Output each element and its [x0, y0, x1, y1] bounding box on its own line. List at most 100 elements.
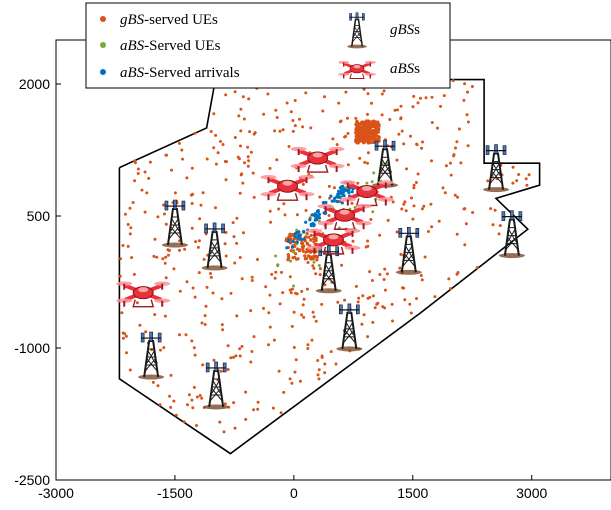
gbs-ue-point: [364, 120, 368, 124]
gbs-ue-point: [178, 333, 181, 337]
gbs-ue-point: [456, 271, 460, 274]
gbs-ue-point: [246, 164, 250, 168]
gbs-ue-point: [153, 237, 157, 241]
gbs-ue-point: [362, 87, 366, 91]
abs-arrival-point: [286, 239, 291, 243]
gbs-ue-point: [220, 323, 224, 327]
gbs-ue-point: [191, 406, 195, 410]
gbs-ue-point: [311, 310, 315, 314]
gbs-ue-point: [370, 124, 374, 128]
gbs-ue-point: [291, 129, 295, 133]
gbs-ue-point: [374, 121, 378, 125]
drone-icon: [290, 146, 345, 173]
gbs-ue-point: [457, 127, 461, 131]
gbs-ue-point: [361, 136, 366, 140]
gbs-ue-point: [375, 302, 379, 306]
gbs-ue-point: [336, 300, 340, 304]
gbs-ue-point: [331, 137, 335, 141]
gbs-ue-point: [430, 225, 434, 229]
gbs-ue-point: [354, 116, 358, 120]
gbs-ue-point: [163, 212, 166, 216]
gbs-ue-point: [367, 141, 371, 145]
gbs-ue-point: [340, 263, 344, 267]
gbs-ue-point: [391, 319, 394, 323]
gbs-ue-point: [164, 276, 168, 280]
gbs-ue-point: [295, 292, 299, 296]
gbs-ue-point: [180, 148, 184, 152]
gbs-ue-point: [312, 266, 316, 270]
gbs-ue-point: [309, 233, 313, 237]
gbs-ue-point: [334, 362, 338, 366]
drone-icon: [116, 281, 171, 308]
gbs-ue-point: [274, 108, 278, 112]
gbs-ue-point: [373, 138, 377, 142]
gbs-ue-point: [196, 245, 200, 249]
gbs-ue-point: [268, 293, 272, 297]
gbs-ue-point: [351, 239, 355, 243]
gbs-ue-point: [226, 368, 230, 371]
gbs-ue-point: [248, 130, 252, 134]
gbs-ue-point: [172, 399, 176, 403]
abs-arrival-point: [290, 245, 294, 249]
abs-ue-point: [276, 264, 280, 268]
gbs-ue-point: [209, 275, 213, 279]
gbs-ue-point: [164, 222, 168, 226]
gbs-ue-point: [262, 112, 266, 116]
gbs-ue-point: [205, 285, 209, 289]
gbs-ue-point: [267, 311, 271, 315]
gbs-ue-point: [312, 315, 316, 319]
abs-ue-point: [292, 284, 295, 288]
gbs-ue-point: [193, 295, 197, 299]
gbs-ue-point: [293, 244, 297, 248]
gbs-ue-point: [233, 90, 237, 94]
gbs-ue-point: [471, 211, 475, 214]
gbs-ue-point: [135, 301, 139, 305]
gbs-ue-point: [190, 202, 194, 205]
gbs-ue-point: [192, 385, 196, 389]
gbs-ue-point: [360, 322, 364, 326]
gbs-ue-point: [288, 234, 292, 238]
abs-arrival-point: [285, 246, 289, 250]
gbs-ue-point: [241, 95, 245, 99]
gbs-ue-point: [304, 91, 308, 95]
x-tick-label: 1500: [397, 485, 428, 501]
gbs-ue-point: [252, 408, 256, 412]
gbs-ue-point: [250, 279, 254, 282]
gbs-ue-point: [463, 207, 467, 211]
gbs-ue-point: [369, 132, 373, 136]
gbs-ue-point: [197, 271, 201, 275]
gbs-ue-point: [234, 354, 238, 358]
gbs-ue-point: [359, 129, 363, 133]
gbs-ue-point: [402, 202, 406, 206]
gbs-ue-point: [239, 129, 243, 133]
gbs-towers: [138, 139, 525, 410]
gbs-ue-point: [163, 314, 167, 318]
gbs-ue-point: [238, 347, 242, 351]
gbs-ue-point: [439, 104, 442, 108]
gbs-ue-point: [368, 270, 372, 274]
gbs-ue-point: [383, 306, 387, 310]
gbs-ue-point: [367, 136, 371, 140]
gbs-ue-point: [527, 173, 531, 177]
gbs-ue-point: [290, 324, 294, 328]
gbs-ue-point: [268, 325, 272, 329]
gbs-ue-point: [128, 206, 132, 210]
gbs-ue-point: [229, 356, 233, 360]
gbs-ue-point: [359, 135, 363, 139]
gbs-ue-point: [350, 201, 354, 205]
gbs-ue-point: [306, 249, 310, 253]
gbs-ue-point: [296, 257, 300, 261]
gbs-ue-point: [370, 279, 374, 282]
abs-arrival-point: [302, 229, 306, 234]
gbs-ue-point: [147, 176, 151, 180]
gbs-ue-point: [226, 344, 230, 348]
gbs-ue-point: [344, 134, 348, 138]
gbs-ue-point: [377, 124, 381, 128]
gbs-ue-point: [374, 128, 378, 132]
gbs-ue-point: [489, 207, 493, 211]
y-tick-label: 2000: [19, 76, 50, 92]
gbs-ue-point: [233, 426, 237, 430]
gbs-ue-point: [256, 400, 260, 404]
gbs-ue-point: [422, 204, 426, 208]
